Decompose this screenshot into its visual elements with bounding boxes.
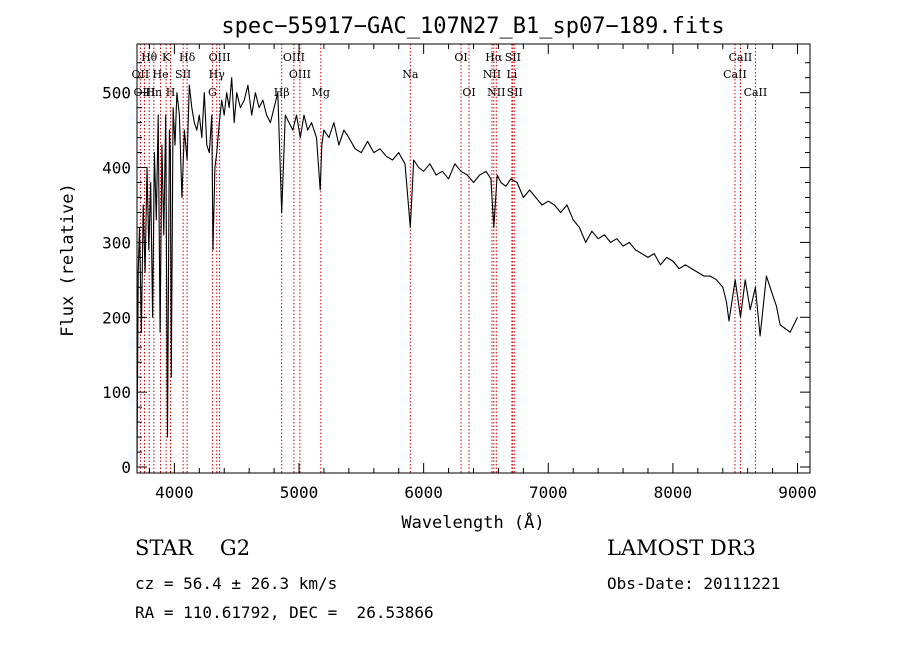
spectral-line-label-9: OIII: [209, 51, 231, 64]
x-tick-label-8000: 8000: [654, 483, 693, 502]
spectral-line-label-14: Hβ: [274, 86, 290, 99]
x-tick-label-9000: 9000: [778, 483, 817, 502]
spectral-line-label-24: SII: [507, 86, 523, 99]
axis-ticks: 4000 5000 6000 7000 8000 9000 0 100 200 300 400 500: [102, 44, 817, 502]
y-tick-label-100: 100: [102, 383, 131, 402]
spectral-line-label-20: NII: [483, 68, 501, 81]
survey-label: LAMOST DR3: [607, 536, 756, 560]
spectral-line-label-6: H: [166, 86, 176, 99]
object-class-label: STAR G2: [135, 536, 251, 560]
spectral-line-label-26: CaII: [723, 68, 747, 81]
spectral-line-label-21: NII: [487, 86, 505, 99]
x-tick-label-6000: 6000: [404, 483, 443, 502]
spectral-line-label-23: Li: [506, 68, 517, 81]
redshift-velocity-text: cz = 56.4 ± 26.3 km/s: [135, 574, 338, 593]
spectral-line-label-7: Hδ: [179, 51, 196, 64]
spectral-line-label-12: OIII: [283, 51, 305, 64]
spectral-line-label-4: He: [153, 68, 169, 81]
spectral-line-label-5: Hn: [145, 86, 162, 99]
spectral-line-label-8: SII: [175, 68, 191, 81]
chart-title: spec−55917−GAC_107N27_B1_sp07−189.fits: [221, 14, 724, 39]
spectral-line-label-13: OIII: [289, 68, 311, 81]
spectral-line-label-22: SII: [505, 51, 521, 64]
y-tick-label-300: 300: [102, 233, 131, 252]
spectral-line-label-18: OI: [462, 86, 475, 99]
spectral-line-markers: [139, 44, 756, 473]
spectral-line-label-17: OI: [454, 51, 467, 64]
x-axis-label: Wavelength (Å): [401, 511, 544, 533]
spectral-line-label-3: K: [162, 51, 171, 64]
flux-series-line: [136, 77, 798, 468]
x-tick-label-4000: 4000: [155, 483, 194, 502]
spectral-line-label-25: CaII: [729, 51, 753, 64]
spectral-line-label-15: Mg: [312, 86, 330, 99]
spectral-line-label-0: Hθ: [141, 51, 158, 64]
y-tick-label-500: 500: [102, 84, 131, 103]
spectral-line-label-16: Na: [402, 68, 419, 81]
x-tick-label-5000: 5000: [280, 483, 319, 502]
spectral-line-label-10: Hγ: [209, 68, 226, 81]
y-axis-label: Flux (relative): [58, 183, 78, 337]
spectral-line-label-27: CaII: [744, 86, 768, 99]
spectral-line-label-19: Hα: [485, 51, 503, 64]
plot-frame: [136, 43, 811, 474]
y-tick-label-200: 200: [102, 308, 131, 327]
x-tick-label-7000: 7000: [529, 483, 568, 502]
coordinates-text: RA = 110.61792, DEC = 26.53866: [135, 603, 434, 622]
y-tick-label-400: 400: [102, 159, 131, 178]
observation-date-text: Obs-Date: 20111221: [607, 574, 781, 593]
spectral-line-label-11: G: [208, 86, 217, 99]
y-tick-label-0: 0: [121, 458, 131, 477]
spectral-line-label-1: OII: [132, 68, 150, 81]
